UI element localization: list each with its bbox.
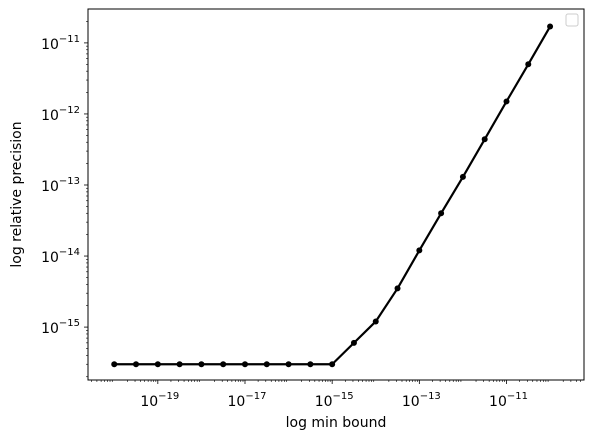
data-point bbox=[547, 23, 554, 30]
data-point bbox=[525, 61, 532, 68]
data-point bbox=[133, 361, 140, 368]
y-axis-label: log relative precision bbox=[9, 121, 25, 267]
data-point bbox=[307, 361, 314, 368]
plot-area bbox=[88, 9, 584, 380]
data-point bbox=[329, 361, 336, 368]
data-point bbox=[176, 361, 183, 368]
data-point bbox=[154, 361, 161, 368]
data-point bbox=[459, 173, 466, 180]
data-point bbox=[198, 361, 205, 368]
y-tick-label: 10−11 bbox=[41, 34, 80, 53]
data-point bbox=[372, 318, 379, 325]
data-point bbox=[416, 247, 423, 254]
plot-frame bbox=[87, 8, 585, 381]
legend-box bbox=[565, 13, 579, 27]
x-tick-label: 10−15 bbox=[315, 391, 354, 410]
data-point bbox=[438, 210, 445, 217]
data-point bbox=[503, 98, 510, 105]
data-layer bbox=[111, 23, 554, 368]
y-tick-label: 10−13 bbox=[41, 176, 80, 195]
data-point bbox=[350, 339, 357, 346]
x-tick-label: 10−17 bbox=[228, 391, 267, 410]
data-point bbox=[111, 361, 118, 368]
x-tick-label: 10−11 bbox=[489, 391, 528, 410]
data-point bbox=[285, 361, 292, 368]
data-point bbox=[394, 285, 401, 292]
y-tick-label: 10−12 bbox=[41, 105, 80, 124]
x-tick-label: 10−19 bbox=[140, 391, 179, 410]
x-axis-label: log min bound bbox=[286, 415, 387, 431]
data-point bbox=[263, 361, 270, 368]
axis-layer: 10−19 10−17 10−15 10−13 10−11 10−15 10−14 10−13… bbox=[41, 21, 581, 410]
x-tick-label: 10−13 bbox=[402, 391, 441, 410]
y-tick-label: 10−15 bbox=[41, 318, 80, 337]
data-point bbox=[241, 361, 248, 368]
data-point bbox=[220, 361, 227, 368]
y-tick-label: 10−14 bbox=[41, 247, 80, 266]
data-point bbox=[481, 136, 488, 143]
